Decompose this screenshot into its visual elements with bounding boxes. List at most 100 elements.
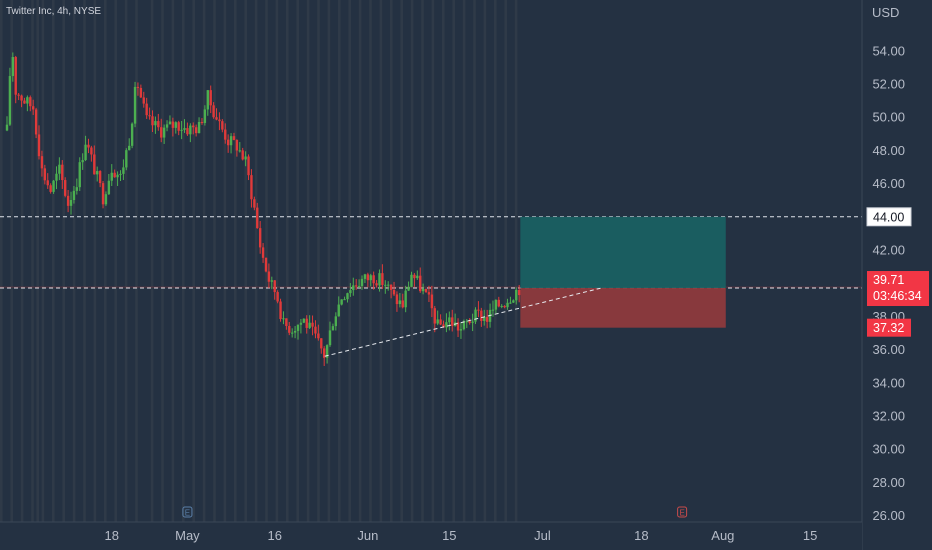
candle-bear [232, 136, 236, 140]
candle-bull [363, 274, 367, 279]
candle-bear [151, 116, 154, 126]
candle-bull [122, 167, 125, 174]
candle-bear [224, 129, 227, 140]
session-band [390, 0, 393, 522]
candle-bear [427, 292, 431, 295]
price-tick-label: 26.00 [872, 508, 905, 523]
candle-bear [148, 115, 151, 117]
candle-bear [171, 121, 175, 128]
candle-bear [43, 168, 47, 181]
candle-bear [517, 289, 521, 296]
event-marker[interactable]: E [182, 506, 193, 518]
position-tool[interactable] [520, 216, 726, 328]
session-band [135, 0, 138, 522]
candle-bull [328, 330, 332, 346]
candle-bear [305, 318, 308, 328]
price-tick-label: 30.00 [872, 442, 905, 457]
time-axis-panel[interactable] [0, 522, 862, 550]
support-trendline[interactable] [324, 287, 601, 357]
session-band [369, 0, 372, 522]
candle-bear [320, 338, 323, 349]
resistance-price-tag[interactable]: 44.00 [866, 207, 912, 227]
candle-bear [160, 127, 163, 138]
candle-bear [192, 125, 195, 128]
trendline[interactable] [324, 287, 601, 357]
price-tick-label: 36.00 [872, 342, 905, 357]
event-marker-box[interactable] [182, 506, 193, 518]
candle-bull [483, 316, 486, 321]
candle-bear [200, 122, 204, 124]
candle-bear [485, 316, 489, 322]
candle-bear [218, 119, 221, 122]
position-loss-zone[interactable] [520, 288, 726, 328]
session-band [379, 0, 383, 522]
event-marker[interactable]: E [677, 506, 688, 518]
candle-bear [439, 319, 442, 325]
candle-bull [96, 171, 99, 175]
session-band [452, 0, 455, 522]
session-band [473, 0, 476, 522]
last-price-tag[interactable]: 39.71 03:46:34 [867, 271, 929, 307]
candle-bear [40, 156, 44, 169]
session-band [223, 0, 227, 522]
candle-bear [90, 147, 93, 155]
candle-bear [93, 154, 96, 175]
candle-bear [451, 317, 454, 326]
session-band [462, 0, 466, 522]
position-profit-zone[interactable] [520, 216, 726, 289]
candle-bull [52, 180, 55, 192]
candle-bull [293, 330, 297, 333]
session-band [421, 0, 424, 522]
time-tick-label: 16 [267, 528, 281, 543]
candle-bear [317, 333, 320, 339]
session-band [182, 0, 185, 522]
candle-bear [392, 289, 396, 295]
candle-bear [145, 103, 148, 116]
candle-bull [104, 194, 108, 205]
session-band [83, 0, 86, 522]
candle-bear [322, 348, 326, 358]
candle-bull [445, 322, 448, 328]
candle-bull [474, 309, 477, 322]
candle-bear [372, 275, 375, 284]
candle-bear [37, 134, 41, 157]
candle-bear [139, 87, 143, 98]
candle-bull [384, 284, 387, 286]
candle-bull [296, 324, 300, 331]
candle-bear [142, 97, 145, 104]
time-tick-label: 18 [105, 528, 119, 543]
candle-bear [247, 156, 250, 176]
candle-bear [401, 300, 404, 308]
candle-bull [512, 300, 515, 303]
candle-bear [49, 185, 52, 192]
candle-bear [235, 139, 239, 151]
price-tick-label: 48.00 [872, 143, 905, 158]
candle-bear [424, 288, 428, 293]
candle-bear [456, 322, 460, 331]
candle-bull [421, 288, 425, 292]
candle-bull [154, 121, 157, 126]
candle-bear [413, 274, 416, 279]
stop-price-tag[interactable]: 37.32 [867, 318, 911, 337]
candle-bear [480, 310, 483, 321]
candle-bear [31, 106, 35, 110]
candle-bear [261, 247, 265, 258]
candle-bull [290, 332, 294, 334]
candle-bull [515, 289, 518, 301]
candle-bear [136, 86, 140, 88]
event-marker-box[interactable] [677, 506, 688, 518]
candle-bull [491, 309, 495, 311]
price-tick-label: 52.00 [872, 77, 905, 92]
candle-bear [66, 195, 70, 206]
stop-price-tag-text: 37.32 [873, 321, 904, 335]
session-band [52, 0, 55, 522]
session-band [286, 0, 289, 522]
candle-bear [23, 100, 26, 104]
candle-bull [26, 97, 29, 104]
candle-bear [314, 326, 317, 334]
session-band [104, 0, 107, 522]
session-band [504, 0, 507, 522]
session-band [400, 0, 403, 522]
